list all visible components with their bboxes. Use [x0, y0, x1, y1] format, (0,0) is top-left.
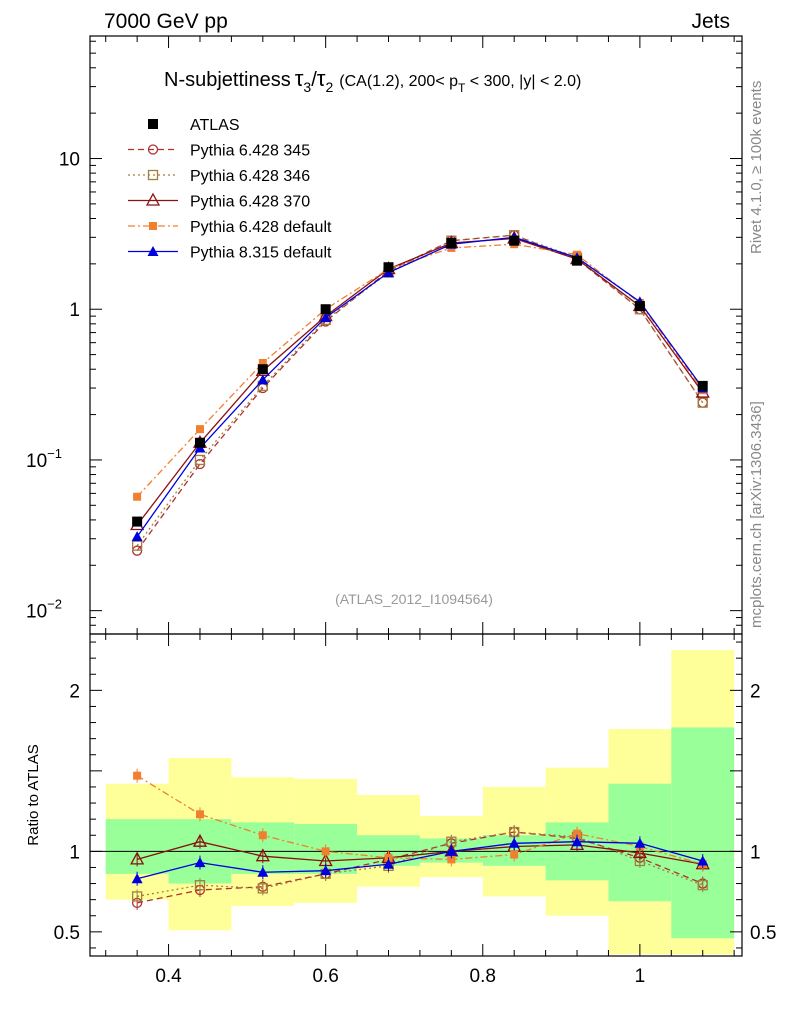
legend-label: Pythia 6.428 346 — [190, 168, 310, 185]
point-pythia-6-428-346 — [131, 540, 143, 551]
point-atlas — [132, 516, 143, 527]
plot-frames — [89, 35, 743, 957]
point-atlas — [194, 437, 205, 448]
point-pythia-6-428-346 — [194, 454, 206, 466]
ratio-point-pythia-6-428-346 — [194, 880, 206, 891]
point-atlas — [446, 238, 457, 249]
legend-label: Pythia 6.428 345 — [190, 143, 310, 160]
point-pythia-6-428-default — [258, 358, 267, 367]
legend-label: Pythia 8.315 default — [190, 245, 332, 262]
ratio-point-pythia-6-428-default — [258, 831, 267, 840]
legend-label: ATLAS — [190, 117, 240, 134]
point-pythia-6-428-default — [195, 425, 204, 434]
mcplots-label: mcplots.cern.ch [arXiv:1306.3436] — [748, 401, 765, 628]
point-atlas — [634, 301, 645, 312]
ratio-point-pythia-8-315-default — [194, 857, 206, 868]
ratio-line-pythia-6-428-346 — [137, 831, 703, 898]
ratio-point-pythia-8-315-default — [508, 837, 520, 848]
ratio-y-tick-label: 0.5 — [54, 923, 80, 944]
point-atlas — [320, 304, 331, 315]
ratio-point-pythia-6-428-346 — [131, 891, 143, 902]
legend: ATLAS Pythia 6.428 345 Pythia 6.428 346 Pyt… — [128, 117, 332, 262]
legend-marker — [145, 192, 161, 206]
series-line-pythia-6-428-346 — [136, 234, 704, 547]
legend-marker — [148, 119, 158, 129]
ratio-point-pythia-8-315-default — [634, 837, 646, 848]
series-line-pythia-8-315-default — [136, 236, 704, 537]
point-atlas — [509, 235, 520, 246]
main-frame — [89, 35, 743, 635]
band-inner — [671, 727, 735, 939]
y-tick-label: 1 — [69, 300, 80, 321]
point-pythia-8-315-default — [320, 312, 332, 323]
ratio-y-tick-label-right: 2 — [750, 681, 761, 702]
ratio-plot-series — [130, 768, 710, 910]
ratio-y-tick-label-right: 0.5 — [750, 923, 776, 944]
ratio-point-pythia-6-428-default — [510, 850, 519, 859]
ratio-point-pythia-8-315-default — [131, 873, 143, 884]
ratio-point-pythia-6-428-346 — [257, 883, 268, 894]
ratio-y-tick-label: 1 — [69, 842, 80, 863]
point-pythia-6-428-346 — [697, 397, 708, 408]
point-pythia-6-428-default — [133, 492, 142, 501]
x-tick-label: 0.6 — [312, 966, 338, 987]
ratio-point-pythia-6-428-346 — [697, 880, 708, 891]
series-line-pythia-6-428-345 — [136, 234, 704, 552]
ratio-point-pythia-8-315-default — [257, 866, 269, 877]
ratio-point-pythia-8-315-default — [320, 865, 332, 876]
ratio-point-pythia-6-428-default — [195, 810, 204, 819]
series-line-pythia-6-428-370 — [136, 237, 704, 526]
ratio-point-pythia-6-428-370 — [192, 833, 208, 847]
analysis-label: (ATLAS_2012_I1094564) — [335, 591, 493, 607]
point-atlas — [383, 262, 394, 273]
ratio-point-pythia-6-428-default — [447, 855, 456, 864]
axis-ticks: 0.4 0.6 0.8 1 10 1 10−1 10−2 0.5 0.5 1 1 2 2 — [26, 36, 776, 987]
ratio-point-pythia-6-428-default — [133, 771, 142, 780]
ratio-point-pythia-6-428-370 — [632, 845, 647, 859]
point-pythia-8-315-default — [257, 374, 269, 385]
point-atlas — [257, 364, 268, 375]
series-line-pythia-6-428-default — [136, 243, 704, 498]
ratio-point-pythia-8-315-default — [571, 836, 583, 847]
rivet-label: Rivet 4.1.0, ≥ 100k events — [748, 81, 765, 254]
x-tick-label: 1 — [635, 966, 646, 987]
header-left: 7000 GeV pp — [104, 10, 228, 33]
ratio-point-pythia-6-428-370 — [255, 848, 270, 862]
legend-marker — [147, 144, 159, 155]
point-atlas — [697, 380, 708, 391]
point-atlas — [572, 255, 583, 266]
plot-title: N-subjettiness τ3/τ2 (CA(1.2), 200< pT < 3… — [164, 66, 581, 95]
y-tick-label: 10−2 — [26, 597, 62, 623]
main-plot-series — [130, 230, 710, 556]
ratio-point-pythia-6-428-default — [321, 847, 330, 856]
ratio-point-pythia-8-315-default — [445, 845, 457, 856]
ratio-frame — [89, 633, 743, 957]
ratio-point-pythia-8-315-default — [383, 858, 395, 869]
legend-label: Pythia 6.428 370 — [190, 194, 310, 211]
ratio-y-tick-label: 2 — [69, 681, 80, 702]
ratio-point-pythia-6-428-370 — [130, 851, 145, 865]
legend-marker — [149, 222, 157, 230]
uncertainty-bands — [105, 650, 735, 955]
x-tick-label: 0.8 — [470, 966, 496, 987]
point-pythia-8-315-default — [131, 531, 143, 542]
x-tick-label: 0.4 — [155, 966, 182, 987]
ratio-line-pythia-8-315-default — [136, 841, 703, 880]
ratio-point-pythia-8-315-default — [697, 855, 709, 866]
ratio-line-pythia-6-428-345 — [137, 831, 703, 904]
legend-marker — [147, 169, 159, 181]
ratio-point-pythia-6-428-default — [573, 829, 582, 838]
y-tick-label: 10−1 — [26, 446, 62, 472]
ratio-line-pythia-6-428-default — [136, 775, 703, 865]
header-right: Jets — [691, 10, 730, 33]
legend-label: Pythia 6.428 default — [190, 219, 332, 236]
legend-marker — [147, 246, 159, 256]
y-tick-label: 10 — [59, 150, 80, 171]
ratio-y-tick-label-right: 1 — [750, 842, 761, 863]
ratio-ylabel: Ratio to ATLAS — [25, 744, 42, 845]
ratio-line-pythia-6-428-370 — [136, 841, 703, 865]
